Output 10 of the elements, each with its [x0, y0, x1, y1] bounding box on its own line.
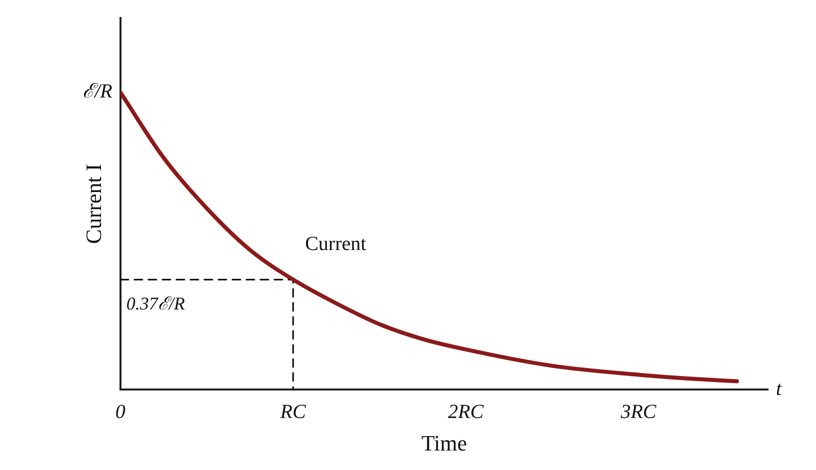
- annotation: ℰ/R: [82, 80, 112, 103]
- y-axis-title: Current I: [80, 164, 106, 244]
- annotation: 0.37ℰ/R: [126, 293, 185, 314]
- x-tick-label: 2RC: [448, 400, 484, 423]
- x-tick-label: 0: [115, 400, 126, 423]
- x-axis-title: Time: [421, 430, 468, 456]
- x-tick-label: RC: [279, 400, 307, 423]
- x-tick-label: 3RC: [620, 400, 657, 423]
- text: t: [776, 378, 782, 400]
- series-label: Current: [305, 232, 367, 255]
